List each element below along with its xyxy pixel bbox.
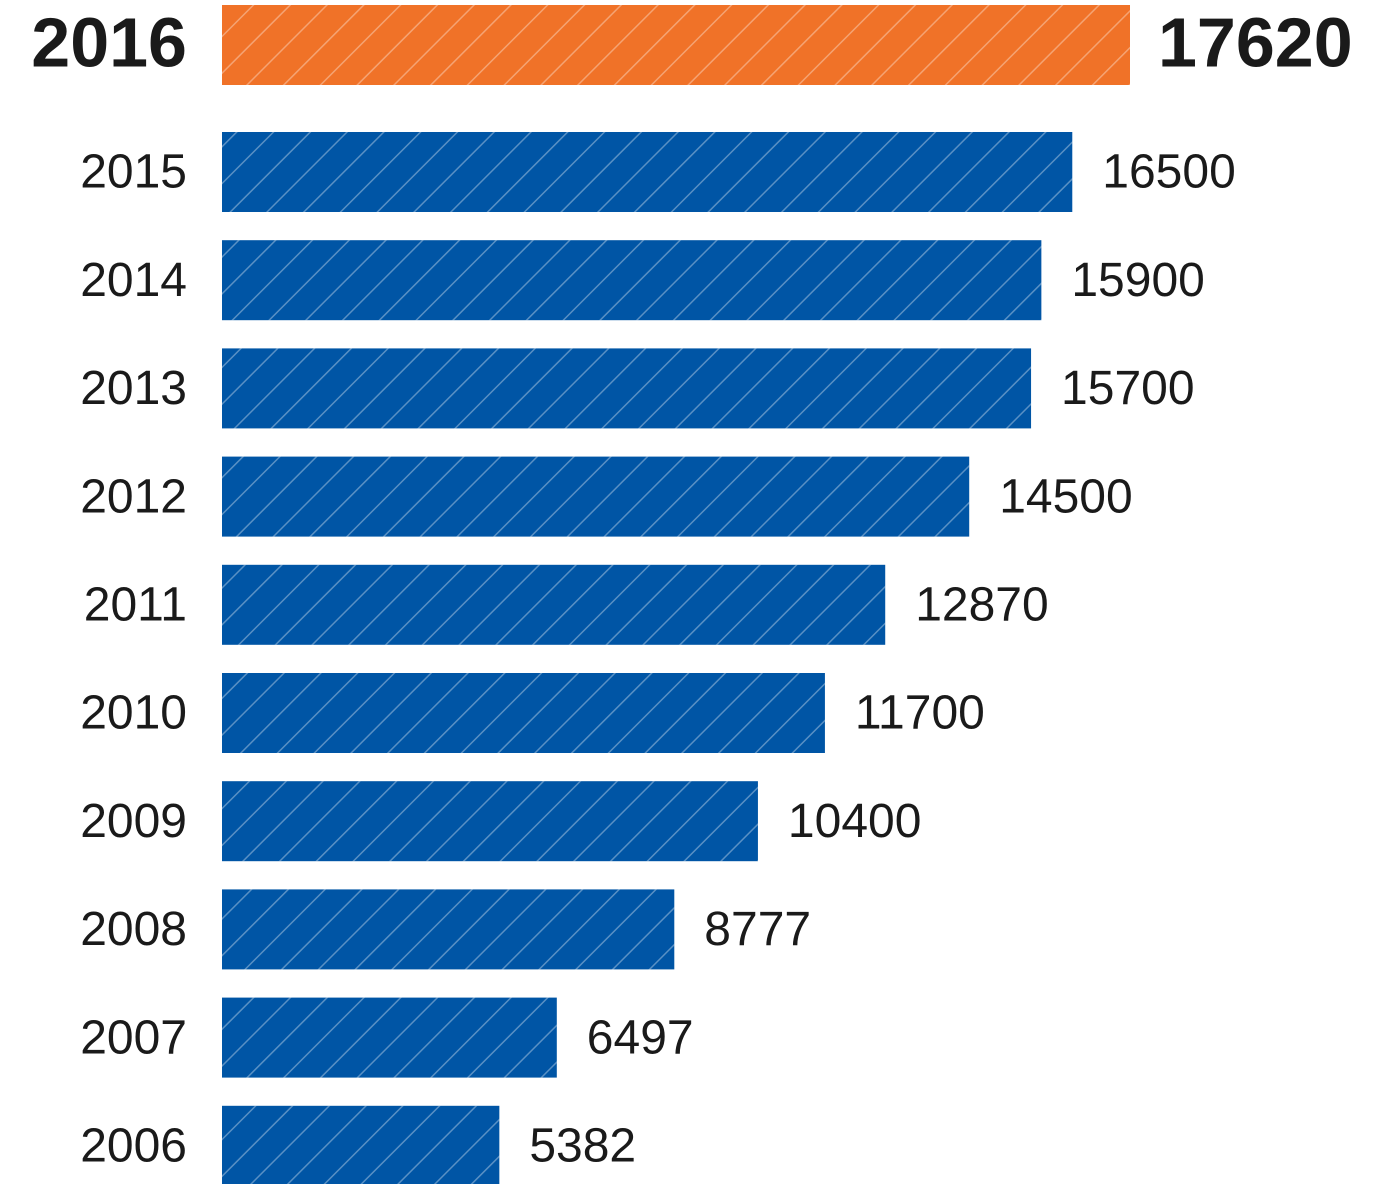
value-label: 10400 — [788, 795, 921, 848]
y-tick-label: 2011 — [84, 578, 187, 631]
y-tick-label: 2016 — [31, 3, 187, 81]
bar-hatch — [222, 565, 885, 645]
value-label: 6497 — [587, 1011, 694, 1064]
value-label: 14500 — [999, 470, 1132, 523]
bar-hatch — [222, 889, 674, 969]
bar-hatch — [222, 5, 1130, 85]
value-label: 8777 — [704, 903, 811, 956]
y-tick-label: 2012 — [80, 470, 187, 523]
bar-hatch — [222, 673, 825, 753]
chart: 2016 17620 2015 16500 2014 15900 2013 15700 2012… — [0, 0, 1375, 1184]
bar-hatch — [222, 348, 1031, 428]
value-label: 11700 — [855, 687, 985, 740]
y-tick-label: 2014 — [80, 254, 187, 307]
value-label: 5382 — [529, 1119, 636, 1172]
y-tick-label: 2007 — [80, 1011, 187, 1064]
y-tick-label: 2009 — [80, 795, 187, 848]
value-label: 15700 — [1061, 362, 1194, 415]
value-label: 17620 — [1158, 3, 1353, 81]
y-tick-label: 2006 — [80, 1119, 187, 1172]
y-tick-label: 2013 — [80, 362, 187, 415]
y-tick-label: 2015 — [80, 146, 187, 199]
value-label: 15900 — [1071, 254, 1204, 307]
y-tick-label: 2010 — [80, 687, 187, 740]
bar-hatch — [222, 457, 969, 537]
value-label: 16500 — [1102, 146, 1235, 199]
value-label: 12870 — [915, 578, 1048, 631]
bar-hatch — [222, 998, 557, 1078]
bar-hatch — [222, 132, 1072, 212]
bar-hatch — [222, 781, 758, 861]
bar-hatch — [222, 240, 1041, 320]
bar-hatch — [222, 1106, 499, 1184]
y-tick-label: 2008 — [80, 903, 187, 956]
